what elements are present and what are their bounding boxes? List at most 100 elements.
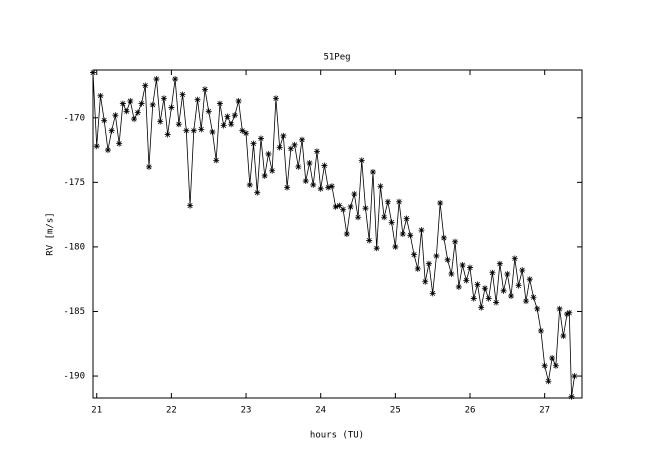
data-point <box>568 393 575 400</box>
data-point <box>183 127 190 134</box>
data-point <box>444 256 451 263</box>
data-line <box>92 72 575 397</box>
data-point <box>459 261 466 268</box>
data-point <box>392 243 399 250</box>
data-point <box>317 185 324 192</box>
data-point <box>425 260 432 267</box>
data-point <box>414 265 421 272</box>
x-tick-label: 27 <box>539 406 550 416</box>
data-point <box>149 101 156 108</box>
data-point <box>134 109 141 116</box>
data-point <box>481 285 488 292</box>
data-point <box>313 148 320 155</box>
data-point <box>205 108 212 115</box>
data-point <box>295 163 302 170</box>
data-point <box>366 237 373 244</box>
data-point <box>422 278 429 285</box>
data-point <box>280 132 287 139</box>
data-point <box>328 183 335 190</box>
data-point <box>399 231 406 237</box>
x-tick-label: 26 <box>465 406 476 416</box>
data-point <box>220 122 227 129</box>
data-point <box>287 145 294 152</box>
data-point <box>384 198 391 205</box>
data-point <box>485 295 492 302</box>
data-point <box>560 333 567 340</box>
data-point <box>489 269 496 276</box>
data-point <box>478 304 485 311</box>
x-tick-label: 23 <box>241 406 252 416</box>
x-tick-label: 25 <box>390 406 401 416</box>
data-point <box>433 252 440 259</box>
data-point <box>564 311 571 318</box>
data-point <box>470 295 477 302</box>
data-point <box>437 200 444 207</box>
data-point <box>369 169 376 176</box>
data-point <box>239 127 246 134</box>
data-point <box>556 305 563 312</box>
data-point <box>571 373 578 380</box>
data-point <box>474 281 481 288</box>
data-point <box>429 290 436 297</box>
data-point <box>493 299 500 306</box>
data-point <box>530 294 537 301</box>
data-point <box>157 118 164 125</box>
data-point <box>523 298 530 305</box>
data-point <box>272 95 279 102</box>
x-tick-label: 21 <box>91 406 102 416</box>
data-point <box>257 135 264 142</box>
y-tick-label: -170 <box>63 113 85 123</box>
data-point <box>224 113 231 120</box>
data-point <box>201 86 208 93</box>
data-point <box>116 140 123 147</box>
data-point <box>284 184 291 191</box>
data-point <box>179 91 186 98</box>
y-tick-label: -190 <box>63 372 85 382</box>
data-point <box>351 190 358 197</box>
data-point <box>160 95 167 102</box>
data-point <box>127 97 134 104</box>
data-point <box>164 131 171 138</box>
data-point <box>123 108 130 115</box>
data-point <box>537 327 544 334</box>
data-point <box>411 251 418 258</box>
data-point <box>541 362 548 369</box>
data-point <box>549 354 556 361</box>
data-point <box>388 219 395 226</box>
data-point <box>299 136 306 143</box>
data-point <box>355 214 362 221</box>
data-point <box>213 157 220 164</box>
data-point <box>545 378 552 385</box>
data-point <box>467 264 474 271</box>
data-point <box>302 178 309 185</box>
chart-title: 51Peg <box>323 53 350 63</box>
data-point <box>246 181 253 188</box>
data-point <box>515 282 522 289</box>
data-point <box>508 292 515 299</box>
data-point <box>194 96 201 103</box>
data-point <box>175 121 182 128</box>
data-point <box>362 205 369 212</box>
plot-frame <box>92 69 583 399</box>
data-point <box>534 305 541 312</box>
data-point <box>407 232 414 239</box>
x-axis-label: hours (TU) <box>310 431 364 441</box>
data-point <box>209 128 216 135</box>
data-point <box>566 309 573 316</box>
y-axis-label: RV [m/s] <box>46 212 56 255</box>
data-point <box>153 76 160 83</box>
data-point <box>381 214 388 221</box>
data-point <box>403 215 410 222</box>
data-point <box>455 283 462 290</box>
data-point <box>228 121 235 128</box>
data-point <box>131 116 138 123</box>
data-point <box>396 198 403 205</box>
data-point <box>440 234 447 241</box>
data-point <box>231 112 238 119</box>
data-point <box>321 162 328 169</box>
data-point <box>504 271 511 278</box>
data-point <box>358 157 365 164</box>
data-point <box>291 141 298 148</box>
data-point <box>243 130 250 137</box>
data-point <box>190 127 197 134</box>
